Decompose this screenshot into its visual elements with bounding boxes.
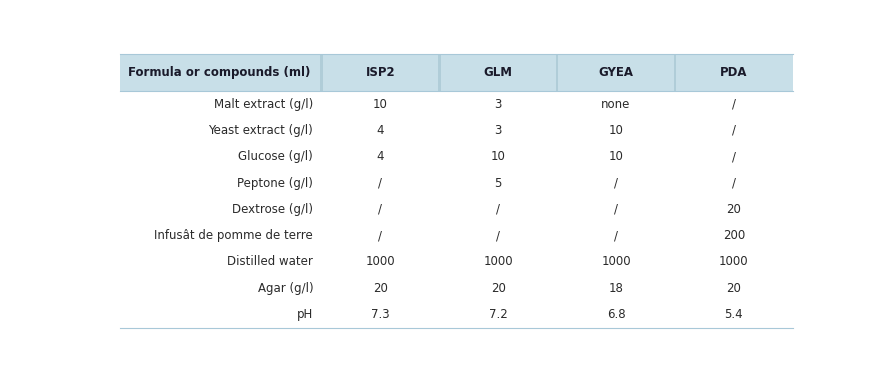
Text: 4: 4 (376, 150, 384, 163)
Text: 20: 20 (373, 282, 388, 295)
Text: /: / (732, 98, 736, 111)
Text: 6.8: 6.8 (607, 308, 626, 321)
Text: 5.4: 5.4 (724, 308, 743, 321)
Text: 3: 3 (495, 98, 502, 111)
Text: 1000: 1000 (719, 256, 748, 268)
Text: 4: 4 (376, 124, 384, 137)
Text: 7.2: 7.2 (489, 308, 507, 321)
Text: Glucose (g/l): Glucose (g/l) (239, 150, 313, 163)
Text: 7.3: 7.3 (371, 308, 390, 321)
Bar (119, 249, 793, 275)
Bar (555, 54, 559, 91)
Text: /: / (378, 177, 383, 189)
Bar (119, 275, 793, 301)
Bar (119, 170, 793, 196)
Text: Distilled water: Distilled water (227, 256, 313, 268)
Text: 10: 10 (373, 98, 388, 111)
Text: 10: 10 (609, 124, 624, 137)
Text: pH: pH (297, 308, 313, 321)
Text: 20: 20 (726, 282, 741, 295)
Text: 5: 5 (495, 177, 502, 189)
Text: 20: 20 (726, 203, 741, 216)
Text: GYEA: GYEA (598, 66, 634, 79)
Text: Agar (g/l): Agar (g/l) (257, 282, 313, 295)
Bar (119, 91, 793, 117)
Text: /: / (614, 177, 618, 189)
Text: /: / (732, 177, 736, 189)
Text: Peptone (g/l): Peptone (g/l) (238, 177, 313, 189)
Text: 10: 10 (490, 150, 506, 163)
Text: Yeast extract (g/l): Yeast extract (g/l) (208, 124, 313, 137)
Text: 1000: 1000 (602, 256, 631, 268)
Bar (119, 196, 793, 223)
Text: /: / (732, 150, 736, 163)
Bar (119, 54, 793, 91)
Text: /: / (497, 203, 500, 216)
Text: /: / (732, 124, 736, 137)
Text: 1000: 1000 (483, 256, 513, 268)
Text: 200: 200 (723, 229, 745, 242)
Bar (438, 54, 441, 91)
Text: Malt extract (g/l): Malt extract (g/l) (214, 98, 313, 111)
Text: 20: 20 (490, 282, 506, 295)
Text: 18: 18 (609, 282, 624, 295)
Text: Formula or compounds (ml): Formula or compounds (ml) (128, 66, 311, 79)
Text: /: / (378, 229, 383, 242)
Text: /: / (614, 229, 618, 242)
Text: 1000: 1000 (366, 256, 395, 268)
Text: none: none (602, 98, 631, 111)
Text: Dextrose (g/l): Dextrose (g/l) (232, 203, 313, 216)
Bar (119, 117, 793, 144)
Text: /: / (614, 203, 618, 216)
Bar (674, 54, 676, 91)
Bar (320, 54, 323, 91)
Bar (119, 144, 793, 170)
Bar (119, 223, 793, 249)
Text: 3: 3 (495, 124, 502, 137)
Text: PDA: PDA (720, 66, 748, 79)
Text: /: / (497, 229, 500, 242)
Bar (119, 301, 793, 328)
Text: /: / (378, 203, 383, 216)
Text: Infusât de pomme de terre: Infusât de pomme de terre (155, 229, 313, 242)
Text: GLM: GLM (483, 66, 513, 79)
Text: ISP2: ISP2 (366, 66, 395, 79)
Text: 10: 10 (609, 150, 624, 163)
